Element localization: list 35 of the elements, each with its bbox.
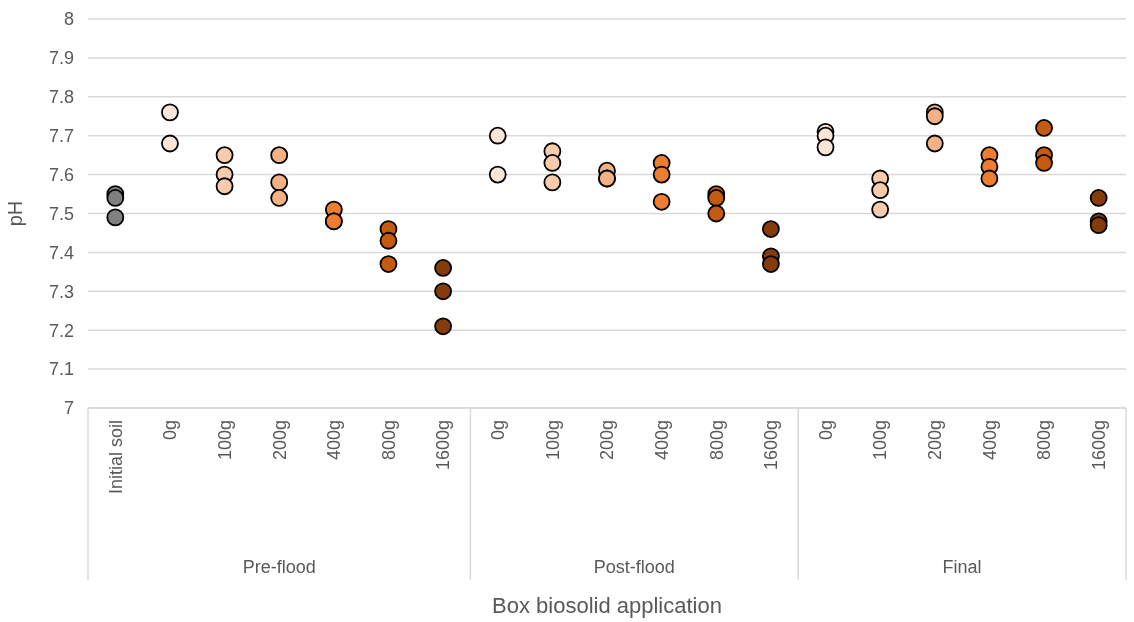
text: Post-flood bbox=[593, 557, 675, 578]
x-tick-label: 800g bbox=[706, 420, 727, 461]
x-tick-label: 400g bbox=[979, 420, 1000, 461]
x-tick-label: 1600g bbox=[761, 420, 782, 471]
x-tick-label: 100g bbox=[214, 420, 235, 461]
text: Final bbox=[942, 557, 982, 578]
x-tick-label: 200g bbox=[925, 420, 946, 461]
x-tick-label: 400g bbox=[324, 420, 345, 461]
y-tick-label: 7.4 bbox=[48, 242, 74, 263]
x-tick-label: 0g bbox=[815, 420, 836, 441]
text: Pre-flood bbox=[242, 557, 316, 578]
x-tick-label: 0g bbox=[160, 420, 181, 441]
x-tick-label: 0g bbox=[488, 420, 509, 441]
y-tick-label: 7.3 bbox=[48, 281, 74, 302]
x-tick-label: 200g bbox=[269, 420, 290, 461]
x-tick-label: 800g bbox=[1034, 420, 1055, 461]
y-tick-label: 8 bbox=[63, 9, 74, 30]
y-tick-label: 7.7 bbox=[48, 126, 74, 146]
x-tick-label: Initial soil bbox=[105, 420, 126, 495]
y-tick-label: 7.8 bbox=[48, 87, 74, 108]
x-tick-label: 100g bbox=[542, 420, 563, 461]
x-tick-label: 800g bbox=[378, 420, 399, 461]
y-tick-label: 7.5 bbox=[48, 203, 74, 224]
x-tick-label: 200g bbox=[597, 420, 618, 461]
y-tick-label: 7.1 bbox=[48, 359, 74, 380]
x-tick-label: 100g bbox=[870, 420, 891, 461]
y-axis-title: pH bbox=[4, 200, 26, 227]
y-tick-label: 7.9 bbox=[48, 48, 74, 69]
y-tick-label: 7 bbox=[63, 398, 74, 419]
x-tick-label: 1600g bbox=[1088, 420, 1109, 471]
x-axis-title: Box biosolid application bbox=[492, 592, 722, 618]
y-tick-label: 7.2 bbox=[48, 320, 74, 341]
x-tick-label: 400g bbox=[651, 420, 672, 461]
y-tick-label: 7.6 bbox=[48, 164, 74, 185]
x-tick-label: 1600g bbox=[433, 420, 454, 471]
